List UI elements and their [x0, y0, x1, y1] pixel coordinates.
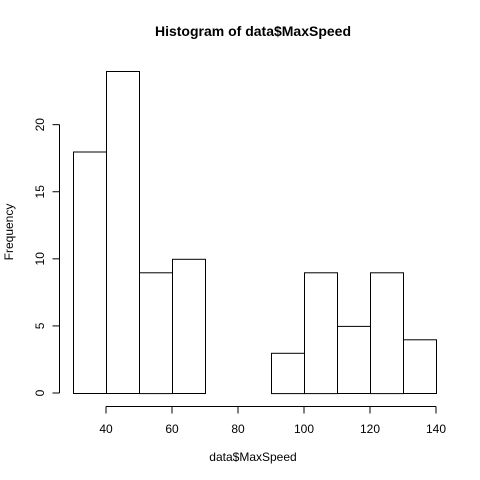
y-tick-label-10: 10: [33, 252, 47, 266]
y-tick-label-0: 0: [33, 389, 47, 396]
chart-title: Histogram of data$MaxSpeed: [155, 23, 351, 39]
histogram-bar-130-140: [403, 339, 437, 394]
x-tick-label-140: 140: [426, 422, 446, 436]
x-axis-label: data$MaxSpeed: [209, 450, 296, 464]
histogram-bar-120-130: [370, 272, 404, 395]
histogram-bar-100-110: [304, 272, 338, 395]
y-tick-label-20: 20: [33, 118, 47, 132]
y-axis: 0 5 10 15 20: [33, 118, 60, 396]
histogram-bar-60-70: [172, 258, 206, 394]
histogram-bar-30-40: [73, 151, 107, 394]
x-axis: 40 60 80 100 120 140: [99, 406, 446, 436]
x-tick-label-80: 80: [231, 422, 245, 436]
histogram-bar-50-60: [139, 272, 173, 395]
x-tick-label-60: 60: [165, 422, 179, 436]
histogram-bar-110-120: [337, 325, 371, 394]
x-tick-label-120: 120: [360, 422, 380, 436]
y-tick-label-15: 15: [33, 185, 47, 199]
histogram-bar-40-50: [106, 71, 140, 394]
histogram-bar-90-100: [271, 352, 305, 395]
y-tick-label-5: 5: [33, 322, 47, 329]
x-tick-label-40: 40: [99, 422, 113, 436]
x-tick-label-100: 100: [294, 422, 314, 436]
bars-group: [73, 71, 437, 395]
y-axis-label: Frequency: [2, 204, 16, 261]
